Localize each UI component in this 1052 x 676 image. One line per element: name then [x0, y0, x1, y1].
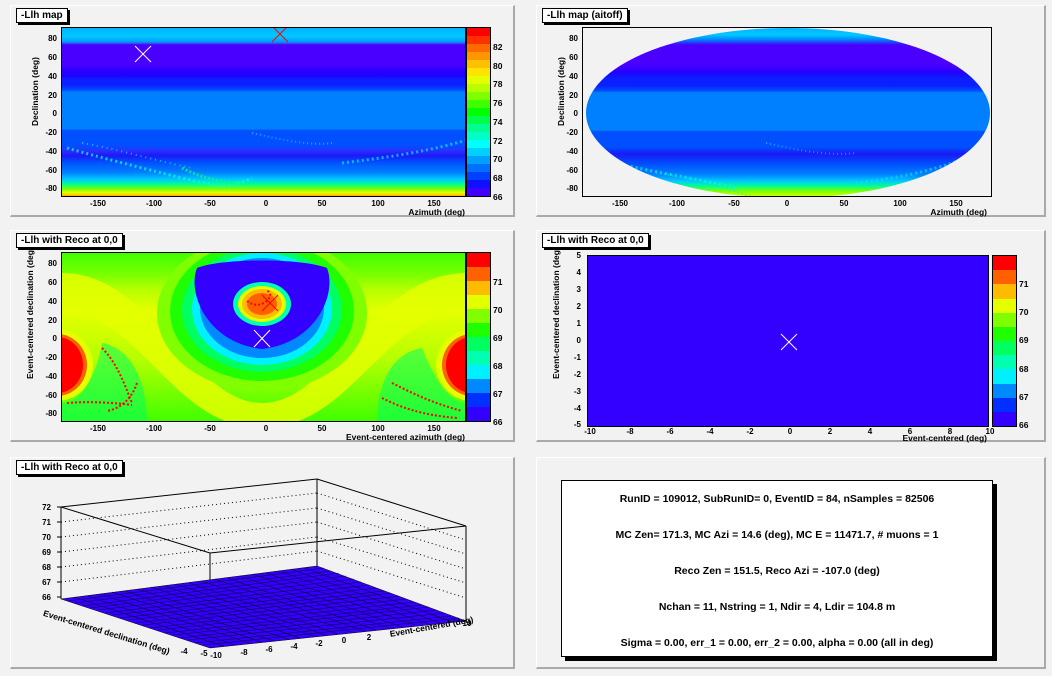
pad-title: -Llh with Reco at 0,0	[542, 233, 649, 248]
pad-llh-reco-surface[interactable]: -Llh with Reco at 0,0	[10, 457, 515, 669]
marker-white-x-icon	[134, 45, 152, 63]
color-scale-bar	[466, 27, 491, 197]
aitoff-ellipse	[586, 28, 990, 196]
marker-white-x-icon	[780, 333, 798, 351]
heatmap-plot-area[interactable]	[61, 252, 466, 422]
marker-white-x-icon	[253, 329, 271, 348]
heatmap-overlay	[62, 253, 465, 421]
x-axis-label: Event-centered (deg)	[902, 433, 987, 443]
x-axis-label: Event-centered azimuth (deg)	[345, 432, 465, 442]
info-run-line: RunID = 109012, SubRunID= 0, EventID = 8…	[619, 493, 935, 505]
aitoff-overlay	[615, 142, 967, 196]
x-axis-label: Azimuth (deg)	[408, 207, 465, 217]
pad-title: -Llh map (aitoff)	[542, 8, 628, 23]
pad-llh-map[interactable]: -Llh map Declination (deg) 80 60 40 20 0…	[10, 5, 515, 217]
pad-event-info[interactable]: RunID = 109012, SubRunID= 0, EventID = 8…	[536, 457, 1046, 669]
pad-llh-reco-zoom[interactable]: -Llh with Reco at 0,0 Event-centered dec…	[536, 230, 1046, 443]
info-hits-line: Nchan = 11, Nstring = 1, Ndir = 4, Ldir …	[658, 601, 896, 613]
info-mc-line: MC Zen= 171.3, MC Azi = 14.6 (deg), MC E…	[615, 529, 939, 541]
event-info-box: RunID = 109012, SubRunID= 0, EventID = 8…	[561, 480, 993, 657]
heatmap-plot-area[interactable]	[61, 27, 466, 197]
surface-3d-plot[interactable]	[11, 458, 516, 670]
pad-title: -Llh with Reco at 0,0	[16, 460, 123, 475]
marker-red-x-icon	[261, 294, 279, 312]
info-errors-line: Sigma = 0.00, err_1 = 0.00, err_2 = 0.00…	[620, 637, 934, 649]
heatmap-overlay	[66, 132, 465, 187]
x-axis-label: Azimuth (deg)	[930, 207, 987, 217]
pad-title: -Llh with Reco at 0,0	[16, 233, 123, 248]
pad-llh-map-aitoff[interactable]: -Llh map (aitoff) Declination (deg) 80 6…	[536, 5, 1046, 217]
marker-red-x-icon	[271, 28, 289, 43]
pad-title: -Llh map	[16, 8, 68, 23]
aitoff-plot-area[interactable]	[582, 27, 992, 197]
heatmap-plot-area[interactable]	[587, 255, 989, 427]
pad-llh-reco-wide[interactable]: -Llh with Reco at 0,0	[10, 230, 515, 442]
color-scale-bar	[466, 252, 491, 422]
info-reco-line: Reco Zen = 151.5, Reco Azi = -107.0 (deg…	[674, 565, 880, 577]
color-scale-bar	[992, 255, 1017, 427]
